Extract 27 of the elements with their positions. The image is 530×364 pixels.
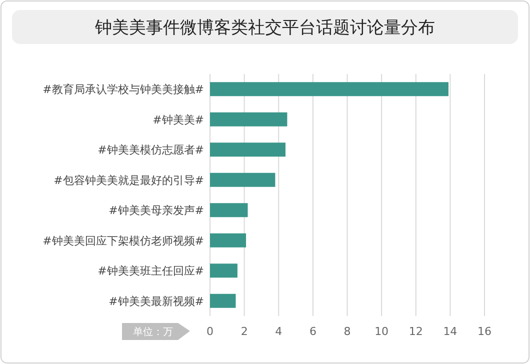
x-tick-label: 6 (309, 325, 316, 338)
bar (210, 112, 288, 126)
bar (210, 172, 276, 187)
y-tick-label: #教育局承认学校与钟美美接触# (42, 83, 204, 96)
x-tick-label: 8 (344, 325, 351, 338)
bar (210, 203, 248, 218)
x-tick-label: 4 (275, 325, 282, 338)
y-tick-label: #钟美美回应下架模仿老师视频# (42, 234, 204, 248)
chart-title: 钟美美事件微博客类社交平台话题讨论量分布 (94, 18, 435, 38)
y-tick-label: #钟美美班主任回应# (98, 264, 204, 278)
bar (210, 294, 236, 308)
y-tick-label: #钟美美最新视频# (108, 294, 204, 308)
x-tick-label: 2 (240, 325, 248, 338)
bar (210, 264, 238, 278)
x-tick-label: 14 (443, 325, 458, 338)
x-tick-label: 12 (408, 325, 423, 338)
bar (210, 82, 448, 96)
y-tick-label: #钟美美母亲发声# (108, 204, 204, 218)
y-tick-label: #钟美美模仿志愿者# (98, 144, 204, 157)
x-axis-title: 单位：万 (133, 326, 173, 338)
bar (210, 233, 246, 248)
x-tick-label: 16 (478, 325, 492, 338)
bar (210, 142, 286, 157)
x-tick-label: 0 (206, 325, 214, 338)
y-tick-label: #钟美美# (152, 113, 204, 126)
y-tick-label: #包容钟美美就是最好的引导# (54, 174, 204, 187)
x-tick-label: 10 (374, 325, 389, 338)
